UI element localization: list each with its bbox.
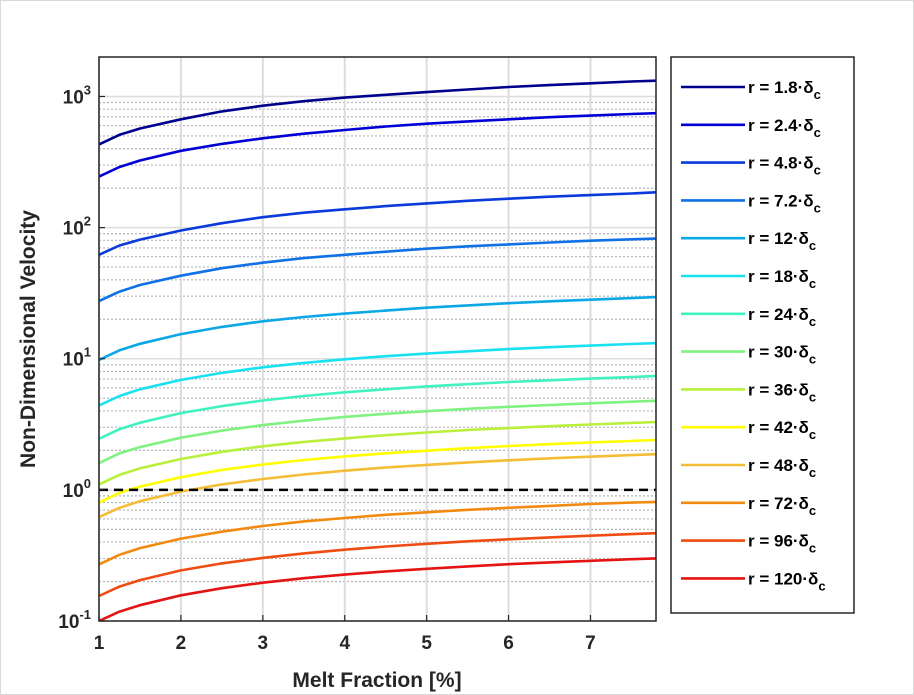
legend-entry: r = 30·δc <box>748 343 816 367</box>
legend-entry: r = 7.2·δc <box>748 191 821 215</box>
series-line <box>99 557 656 621</box>
x-tick-label: 2 <box>176 633 187 654</box>
series-line <box>99 500 656 566</box>
x-tick-label: 3 <box>258 633 269 654</box>
x-tick-label: 1 <box>94 633 105 654</box>
plot-border <box>98 56 657 622</box>
y-tick-label: 103 <box>63 82 91 108</box>
legend: r = 1.8·δc r = 2.4·δc r = 4.8·δc r = 7.2·δc… <box>681 78 826 593</box>
series-line <box>99 452 656 519</box>
series-line <box>99 438 656 504</box>
y-tick-label: 10-1 <box>58 607 91 633</box>
series-line <box>99 420 656 486</box>
x-tick-label: 6 <box>503 633 514 654</box>
series-line <box>99 531 656 598</box>
legend-entry: r = 120·δc <box>748 569 826 593</box>
series-line <box>99 237 656 303</box>
y-tick-label: 100 <box>63 476 91 502</box>
series-line <box>99 399 656 465</box>
y-axis-label: Non-Dimensional Velocity <box>17 210 40 468</box>
series-line <box>99 295 656 362</box>
series-line <box>99 111 656 178</box>
legend-entry: r = 1.8·δc <box>748 78 821 102</box>
x-axis-label: Melt Fraction [%] <box>292 669 461 692</box>
series-line <box>99 79 656 146</box>
series-line <box>99 341 656 407</box>
legend-entry: r = 72·δc <box>748 494 816 518</box>
axis-ticks: 1 2 3 4 5 6 7 10-1 100 101 102 103 <box>58 82 595 654</box>
y-tick-label: 102 <box>63 214 91 240</box>
series-line <box>99 191 656 256</box>
legend-entry: r = 42·δc <box>748 418 816 442</box>
legend-entry: r = 12·δc <box>748 229 816 253</box>
legend-entry: r = 4.8·δc <box>748 154 821 178</box>
legend-entry: r = 24·δc <box>748 305 816 329</box>
x-tick-label: 5 <box>421 633 432 654</box>
legend-entry: r = 96·δc <box>748 532 816 556</box>
legend-entry: r = 2.4·δc <box>748 116 821 140</box>
legend-box <box>670 56 855 614</box>
grid-lines <box>98 56 656 622</box>
legend-entry: r = 36·δc <box>748 380 816 404</box>
x-tick-label: 4 <box>339 633 350 654</box>
series-lines <box>99 79 656 621</box>
legend-entry: r = 48·δc <box>748 456 816 480</box>
y-tick-label: 101 <box>63 345 91 371</box>
legend-entry: r = 18·δc <box>748 267 816 291</box>
plot-area <box>99 57 656 621</box>
x-tick-label: 7 <box>585 633 596 654</box>
series-line <box>99 374 656 440</box>
